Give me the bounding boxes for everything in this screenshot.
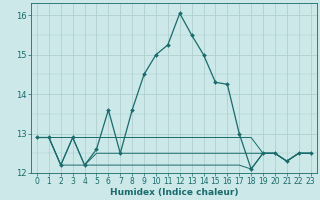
X-axis label: Humidex (Indice chaleur): Humidex (Indice chaleur) (109, 188, 238, 197)
